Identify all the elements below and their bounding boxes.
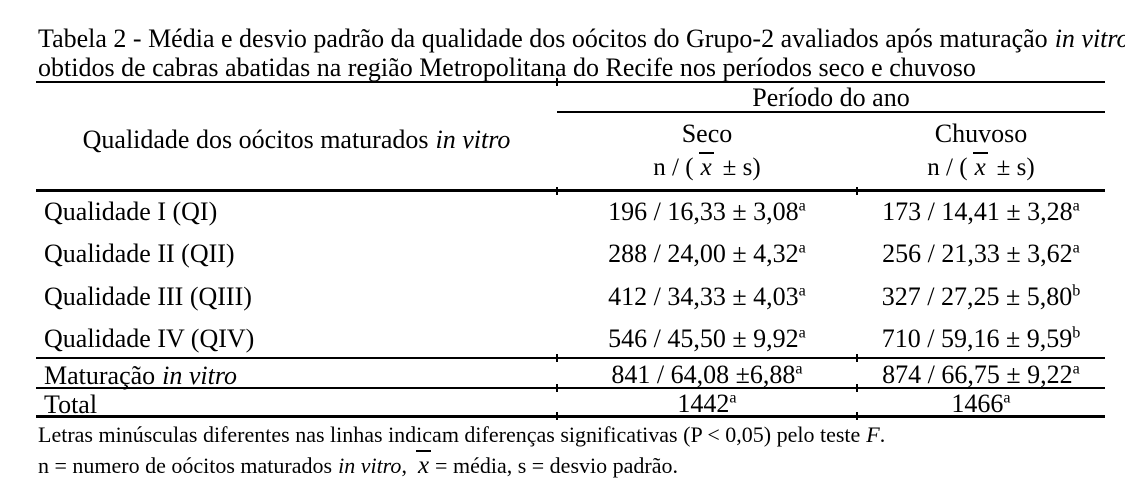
stub-header-italic: in vitro bbox=[435, 125, 511, 154]
cell-chuvoso-qualidade-2: 256 / 21,33 ± 3,62a bbox=[857, 240, 1105, 268]
significance-letter: b bbox=[1072, 282, 1081, 300]
footnote2-part2: = média, s = desvio padrão. bbox=[435, 453, 678, 478]
caption-line1-text: Tabela 2 - Média e desvio padrão da qual… bbox=[38, 24, 1048, 53]
cell-seco-total: 1442a bbox=[557, 390, 857, 418]
cell-value: 710 / 59,16 ± 9,59 bbox=[881, 324, 1073, 353]
significance-letter: b bbox=[1072, 324, 1081, 342]
rule-above-summary bbox=[36, 357, 1105, 359]
column-header-chuvoso: Chuvoso bbox=[934, 119, 1028, 148]
row-label-qualidade-1: Qualidade I (QI) bbox=[44, 197, 218, 226]
formula-prefix: n / ( bbox=[653, 154, 694, 181]
significance-letter: a bbox=[798, 324, 806, 342]
footnote2-italic: in vitro bbox=[338, 453, 402, 478]
column-tick bbox=[856, 354, 858, 362]
cell-value: 841 / 64,08 ±6,88 bbox=[611, 360, 796, 389]
cell-value: 288 / 24,00 ± 4,32 bbox=[608, 239, 799, 268]
table-caption-line2: obtidos de cabras abatidas na região Met… bbox=[38, 53, 1113, 82]
cell-seco-qualidade-2: 288 / 24,00 ± 4,32a bbox=[557, 240, 857, 268]
rule-header-bottom bbox=[36, 189, 1105, 192]
significance-letter: a bbox=[1072, 197, 1080, 215]
row-label-maturacao: Maturação in vitro bbox=[44, 362, 557, 390]
column-tick bbox=[556, 412, 558, 420]
rule-top bbox=[36, 81, 1105, 83]
cell-value: 327 / 27,25 ± 5,80 bbox=[881, 282, 1073, 311]
column-group-header: Período do ano bbox=[752, 83, 910, 112]
cell-value: 1466 bbox=[951, 389, 1004, 418]
cell-seco-maturacao: 841 / 64,08 ±6,88a bbox=[557, 361, 857, 389]
x-bar-symbol: x bbox=[972, 152, 988, 181]
caption-line2-text: obtidos de cabras abatidas na região Met… bbox=[38, 53, 976, 82]
formula-suffix: ± s) bbox=[722, 154, 761, 181]
cell-seco-qualidade-1: 196 / 16,33 ± 3,08a bbox=[557, 198, 857, 226]
cell-value: 412 / 34,33 ± 4,03 bbox=[608, 282, 799, 311]
stub-header: Qualidade dos oócitos maturados in vitro bbox=[36, 126, 557, 154]
significance-letter: a bbox=[1003, 389, 1011, 407]
cell-chuvoso-total: 1466a bbox=[857, 390, 1105, 418]
row-label-qualidade-4: Qualidade IV (QIV) bbox=[44, 324, 255, 353]
rule-under-period-group bbox=[557, 111, 1105, 113]
row-label-qualidade-3: Qualidade III (QIII) bbox=[44, 282, 252, 311]
cell-value: 256 / 21,33 ± 3,62 bbox=[882, 239, 1073, 268]
x-bar-symbol: x bbox=[698, 152, 714, 181]
rule-bottom bbox=[36, 415, 1105, 418]
footnote-legend: n = numero de oócitos maturados in vitro,… bbox=[38, 450, 1113, 478]
column-tick bbox=[556, 78, 558, 86]
row-label-qualidade-2: Qualidade II (QII) bbox=[44, 239, 235, 268]
cell-value: 196 / 16,33 ± 3,08 bbox=[608, 197, 799, 226]
cell-seco-qualidade-3: 412 / 34,33 ± 4,03a bbox=[557, 283, 857, 311]
significance-letter: a bbox=[798, 282, 806, 300]
cell-seco-qualidade-4: 546 / 45,50 ± 9,92a bbox=[557, 325, 857, 353]
column-tick bbox=[556, 187, 558, 195]
footnote1-italic: F bbox=[866, 422, 880, 447]
cell-value: 173 / 14,41 ± 3,28 bbox=[882, 197, 1073, 226]
significance-letter: a bbox=[798, 197, 806, 215]
significance-letter: a bbox=[1072, 360, 1080, 378]
summary-label-text: Maturação bbox=[44, 361, 156, 390]
cell-value: 874 / 66,75 ± 9,22 bbox=[882, 360, 1073, 389]
column-header-seco: Seco bbox=[681, 119, 733, 148]
table-caption: Tabela 2 - Média e desvio padrão da qual… bbox=[38, 24, 1125, 82]
footnote2-comma: , bbox=[401, 453, 407, 478]
cell-chuvoso-maturacao: 874 / 66,75 ± 9,22a bbox=[857, 361, 1105, 389]
column-tick bbox=[856, 187, 858, 195]
row-label-total: Total bbox=[44, 390, 98, 419]
summary-label-italic: in vitro bbox=[162, 361, 238, 390]
column-tick bbox=[856, 384, 858, 392]
footnote1-text: Letras minúsculas diferentes nas linhas … bbox=[38, 422, 861, 447]
significance-letter: a bbox=[798, 239, 806, 257]
footnote1-period: . bbox=[879, 422, 886, 447]
cell-chuvoso-qualidade-4: 710 / 59,16 ± 9,59b bbox=[857, 325, 1105, 353]
stub-header-text: Qualidade dos oócitos maturados bbox=[82, 125, 429, 154]
column-formula-chuvoso: n / (x ± s) bbox=[857, 152, 1105, 183]
caption-line1-italic: in vitro bbox=[1054, 24, 1125, 53]
cell-value: 1442 bbox=[677, 389, 730, 418]
formula-prefix: n / ( bbox=[927, 154, 968, 181]
table-caption-line1: Tabela 2 - Média e desvio padrão da qual… bbox=[38, 24, 1125, 53]
cell-chuvoso-qualidade-1: 173 / 14,41 ± 3,28a bbox=[857, 198, 1105, 226]
column-tick bbox=[556, 354, 558, 362]
column-tick bbox=[556, 384, 558, 392]
column-tick bbox=[856, 412, 858, 420]
rule-summary-total bbox=[36, 387, 1105, 389]
formula-suffix: ± s) bbox=[996, 154, 1035, 181]
footnote-significance: Letras minúsculas diferentes nas linhas … bbox=[38, 422, 1113, 447]
significance-letter: a bbox=[729, 389, 737, 407]
x-bar-symbol: x bbox=[415, 450, 432, 479]
column-formula-seco: n / (x ± s) bbox=[557, 152, 857, 183]
footnote2-part1: n = numero de oócitos maturados bbox=[38, 453, 333, 478]
significance-letter: a bbox=[1072, 239, 1080, 257]
cell-value: 546 / 45,50 ± 9,92 bbox=[608, 324, 799, 353]
significance-letter: a bbox=[795, 360, 803, 378]
cell-chuvoso-qualidade-3: 327 / 27,25 ± 5,80b bbox=[857, 283, 1105, 311]
